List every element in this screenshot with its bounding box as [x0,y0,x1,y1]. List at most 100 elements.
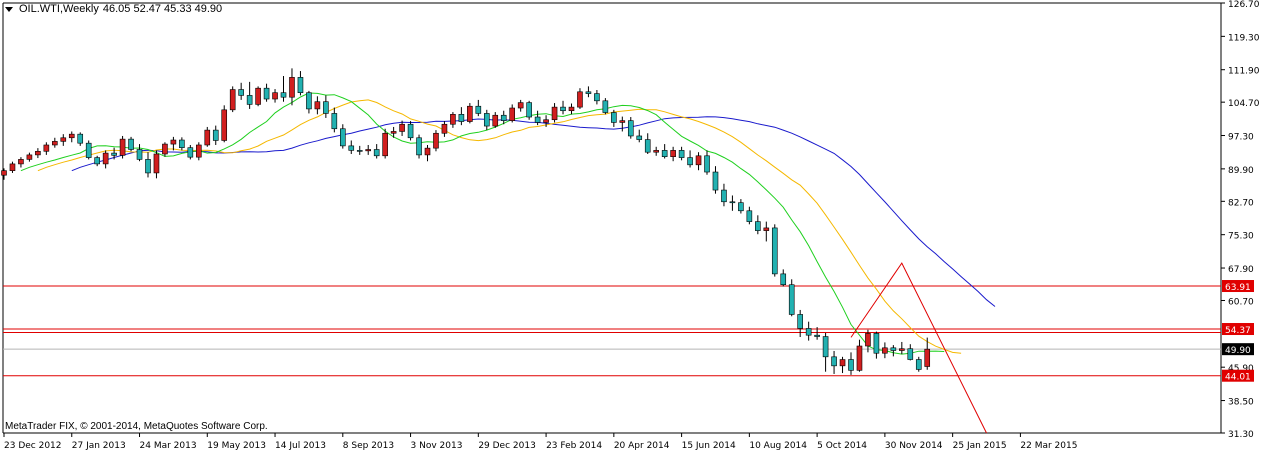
candle-body [373,149,380,157]
candle-body [907,348,914,360]
candle-body [9,163,16,171]
candle-body [636,135,643,140]
candle-body [763,227,770,231]
candle-body [102,152,109,165]
candle-body [915,359,922,370]
candle-body [627,120,634,137]
price-label-text: 54.37 [1225,326,1251,336]
candle-body [831,356,837,367]
candle-body [255,87,261,105]
y-tick-label: 82.70 [1228,198,1254,208]
candle-body [297,77,304,93]
x-tick-label: 25 Jan 2015 [953,441,1007,451]
candle-body [399,123,405,132]
candle-body [229,89,236,111]
candle-body [407,123,414,139]
candle-body [280,92,287,98]
candle-body [594,93,600,102]
projection-line [850,262,987,434]
candle-body [543,119,549,123]
candle-body [712,171,719,191]
candle-body [602,100,609,113]
copyright-text: MetaTrader FIX, © 2001-2014, MetaQuotes … [5,421,268,432]
candle-body [433,132,439,149]
candle-body [517,102,524,109]
candle-body [196,144,202,158]
y-tick-label: 60.70 [1228,297,1254,307]
dropdown-triangle-icon[interactable] [5,6,13,12]
candle-body [314,101,321,110]
candle-body [873,333,880,354]
candle-body [212,129,219,141]
candle-body [924,348,931,367]
candle-body [136,149,143,160]
candle-body [119,138,126,156]
y-tick-label: 97.30 [1228,133,1254,143]
x-tick-label: 23 Dec 2012 [4,441,62,451]
y-tick-label: 31.30 [1228,430,1254,440]
candle-body [26,154,33,160]
candle-body [805,328,812,336]
x-tick-label: 24 Mar 2013 [140,441,197,451]
candle-body [35,150,41,156]
candle-body [162,143,168,155]
price-label-box [1222,343,1254,356]
candle-body [289,77,295,98]
x-tick-label: 29 Dec 2013 [478,441,536,451]
candle-body [721,189,727,203]
y-tick-label: 126.70 [1228,0,1260,10]
candle-body [661,150,668,158]
candle-body [450,114,456,125]
candle-body [526,102,532,118]
candle-body [839,359,846,367]
candle-body [644,139,651,153]
candle-body [695,155,702,166]
candle-body [882,347,888,354]
candle-body [323,101,329,114]
y-tick-label: 75.30 [1228,232,1254,242]
x-tick-label: 10 Aug 2014 [749,441,807,451]
candle-body [729,201,736,204]
candle-body [43,144,50,152]
candle-body [170,139,177,145]
candle-body [704,155,710,173]
candle-body [390,131,397,134]
y-tick-label: 67.90 [1228,265,1254,275]
x-tick-label: 23 Feb 2014 [546,441,602,451]
x-tick-label: 30 Nov 2014 [885,441,943,451]
candle-body [153,153,160,174]
candle-body [509,107,516,121]
ohlc-values: 46.05 52.47 45.33 49.90 [102,3,223,15]
price-label-text: 63.91 [1225,283,1251,293]
candle-body [356,150,363,152]
candle-body [204,129,211,146]
candle-body [68,133,75,139]
price-label-box [1222,369,1254,382]
candle-body [416,137,422,156]
price-label-box [1222,280,1254,293]
candle-body [780,273,787,286]
candle-body [577,91,583,108]
candle-body [145,159,151,174]
candle-body [331,113,338,130]
ma-mid-line [37,99,962,354]
candle-body [458,114,465,122]
x-tick-label: 8 Sep 2013 [343,441,394,451]
candle-body [865,333,871,347]
candle-body [467,105,473,122]
candle-body [500,114,507,121]
candle-body [899,348,905,351]
candle-body [52,141,58,146]
candle-body [94,157,100,165]
price-label-box [1222,323,1254,336]
x-tick-label: 5 Oct 2014 [817,441,867,451]
candle-body [18,159,24,165]
candle-body [382,132,388,157]
candle-body [475,105,482,114]
x-tick-label: 20 Apr 2014 [614,441,670,451]
candle-body [1,170,7,176]
candle-body [755,221,761,231]
candle-body [788,284,795,315]
